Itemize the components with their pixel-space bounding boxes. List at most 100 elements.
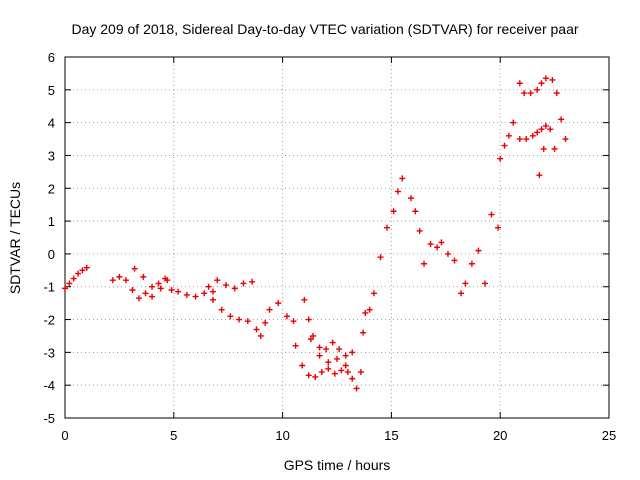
y-tick-label: -3 xyxy=(43,345,55,360)
data-point-marker xyxy=(366,306,373,313)
data-point-marker xyxy=(192,293,199,300)
data-point-marker xyxy=(549,76,556,83)
data-point-marker xyxy=(523,136,530,143)
data-point-marker xyxy=(275,300,282,307)
data-point-marker xyxy=(416,227,423,234)
data-point-marker xyxy=(62,285,68,292)
x-tick-label: 0 xyxy=(61,428,68,443)
series-sdtvar xyxy=(62,75,569,392)
data-point-marker xyxy=(168,287,175,294)
data-point-marker xyxy=(129,287,136,294)
data-point-marker xyxy=(70,275,77,282)
data-point-marker xyxy=(316,344,323,351)
data-point-marker xyxy=(542,75,549,82)
data-point-marker xyxy=(536,172,543,179)
data-point-marker xyxy=(323,346,330,353)
data-point-marker xyxy=(329,339,336,346)
data-point-marker xyxy=(299,362,306,369)
data-point-marker xyxy=(558,116,565,123)
y-axis-label: SDTVAR / TECUs xyxy=(7,182,23,294)
data-point-marker xyxy=(349,349,356,356)
y-tick-label: 3 xyxy=(48,148,55,163)
data-point-marker xyxy=(334,355,340,362)
data-point-marker xyxy=(451,257,458,264)
data-point-marker xyxy=(462,280,469,287)
data-point-marker xyxy=(534,86,541,93)
data-point-marker xyxy=(362,309,369,316)
data-point-marker xyxy=(262,319,269,326)
data-point-marker xyxy=(183,291,190,298)
data-point-marker xyxy=(516,136,523,143)
data-point-marker xyxy=(551,145,558,152)
data-point-marker xyxy=(360,329,367,336)
data-point-marker xyxy=(149,283,156,290)
y-tick-label: 2 xyxy=(48,181,55,196)
data-point-marker xyxy=(394,188,401,195)
data-point-marker xyxy=(384,224,391,231)
data-point-marker xyxy=(370,290,377,297)
y-tick-label: -1 xyxy=(43,280,55,295)
data-point-marker xyxy=(201,290,208,297)
data-point-marker xyxy=(538,80,545,87)
data-point-marker xyxy=(266,306,273,313)
data-series xyxy=(62,75,569,392)
data-point-marker xyxy=(240,280,247,287)
data-point-marker xyxy=(488,211,495,218)
data-point-marker xyxy=(529,132,536,139)
data-point-marker xyxy=(475,247,482,254)
chart-title: Day 209 of 2018, Sidereal Day-to-day VTE… xyxy=(71,21,578,37)
y-tick-label: 6 xyxy=(48,50,55,65)
data-point-marker xyxy=(357,369,364,376)
data-point-marker xyxy=(344,369,351,376)
data-point-marker xyxy=(164,277,171,284)
data-point-marker xyxy=(421,260,428,267)
data-point-marker xyxy=(227,313,234,320)
grid xyxy=(65,57,609,418)
data-point-marker xyxy=(135,295,142,302)
data-point-marker xyxy=(501,142,508,149)
data-point-marker xyxy=(310,332,317,339)
data-point-marker xyxy=(527,90,534,97)
data-point-marker xyxy=(253,326,260,333)
data-point-marker xyxy=(157,285,164,292)
data-point-marker xyxy=(305,316,312,323)
data-point-marker xyxy=(79,267,86,274)
data-point-marker xyxy=(521,90,528,97)
data-point-marker xyxy=(75,270,82,277)
data-point-marker xyxy=(325,359,332,366)
x-tick-label: 20 xyxy=(493,428,507,443)
data-point-marker xyxy=(399,175,406,182)
data-point-marker xyxy=(353,385,360,392)
data-point-marker xyxy=(438,239,445,246)
data-point-marker xyxy=(342,362,349,369)
data-point-marker xyxy=(209,296,216,303)
y-tick-label: 1 xyxy=(48,214,55,229)
data-point-marker xyxy=(66,280,73,287)
data-point-marker xyxy=(481,280,488,287)
y-tick-label: 4 xyxy=(48,116,55,131)
data-point-marker xyxy=(534,129,541,136)
data-point-marker xyxy=(209,288,216,295)
data-point-marker xyxy=(292,342,299,349)
data-point-marker xyxy=(497,155,504,162)
data-point-marker xyxy=(257,332,264,339)
axis-ticks: 0 5 10 15 20 25 -5 -4 -3 -2 -1 0 1 2 3 4 5 6 xyxy=(43,50,616,443)
data-point-marker xyxy=(122,277,129,284)
data-point-marker xyxy=(175,288,182,295)
data-point-marker xyxy=(244,318,251,325)
data-point-marker xyxy=(338,367,345,374)
data-point-marker xyxy=(538,126,545,133)
data-point-marker xyxy=(155,280,162,287)
data-point-marker xyxy=(231,285,238,292)
data-point-marker xyxy=(116,273,123,280)
data-point-marker xyxy=(540,145,547,152)
data-point-marker xyxy=(307,336,314,343)
data-point-marker xyxy=(444,250,451,257)
data-point-marker xyxy=(283,313,290,320)
data-point-marker xyxy=(318,369,325,376)
data-point-marker xyxy=(205,283,212,290)
x-tick-label: 5 xyxy=(170,428,177,443)
data-point-marker xyxy=(83,264,90,271)
data-point-marker xyxy=(325,365,332,372)
